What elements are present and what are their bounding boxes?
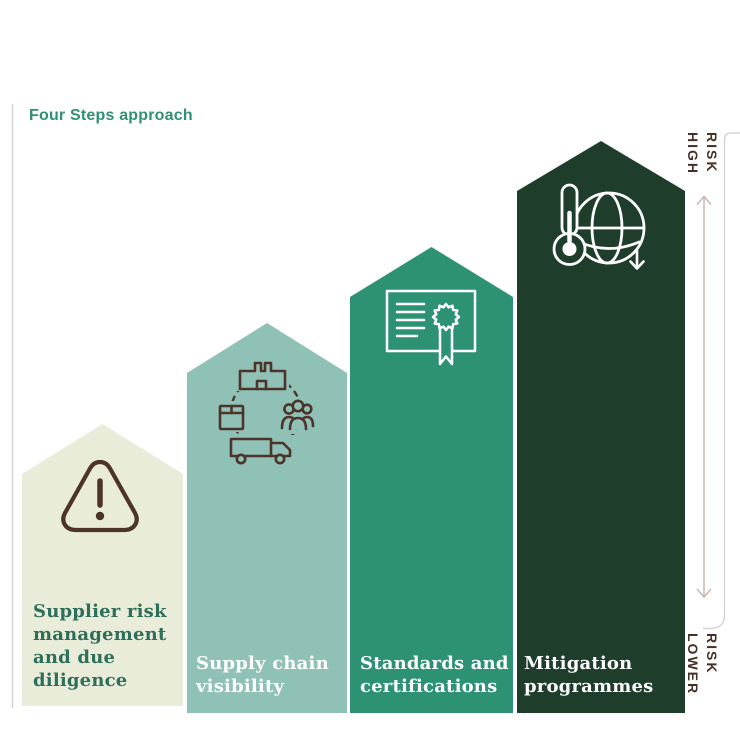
step-column-mitigation [517, 141, 685, 713]
lower-risk-label: LOWER RISK [685, 633, 720, 696]
step-column-standards [350, 247, 513, 713]
warning-triangle-icon [61, 459, 139, 533]
people-glyph [280, 399, 315, 431]
risk-bracket-line [703, 132, 740, 630]
risk-scale-arrow [696, 195, 712, 599]
parcel-glyph [218, 404, 245, 431]
supply-chain-cycle-icon [216, 357, 319, 467]
small-down-arrow-icon [629, 249, 645, 270]
step-label-supplier-risk: Supplier risk management and due diligen… [33, 601, 167, 691]
factory-glyph [238, 361, 287, 391]
globe-thermometer-icon [552, 183, 646, 270]
certificate-icon [385, 289, 477, 366]
step-column-supplier-risk [22, 424, 183, 706]
page-title: Four Steps approach [29, 107, 193, 124]
step-label-supply-chain: Supply chain visibility [196, 653, 329, 697]
step-label-standards: Standards and certifications [360, 653, 509, 697]
arrowhead-down-icon [696, 588, 712, 599]
high-risk-label: HIGH RISK [685, 132, 720, 175]
truck-glyph [229, 437, 292, 465]
arrowhead-up-icon [696, 195, 712, 205]
step-label-mitigation: Mitigation programmes [524, 653, 654, 697]
thermometer-glyph [552, 183, 587, 266]
